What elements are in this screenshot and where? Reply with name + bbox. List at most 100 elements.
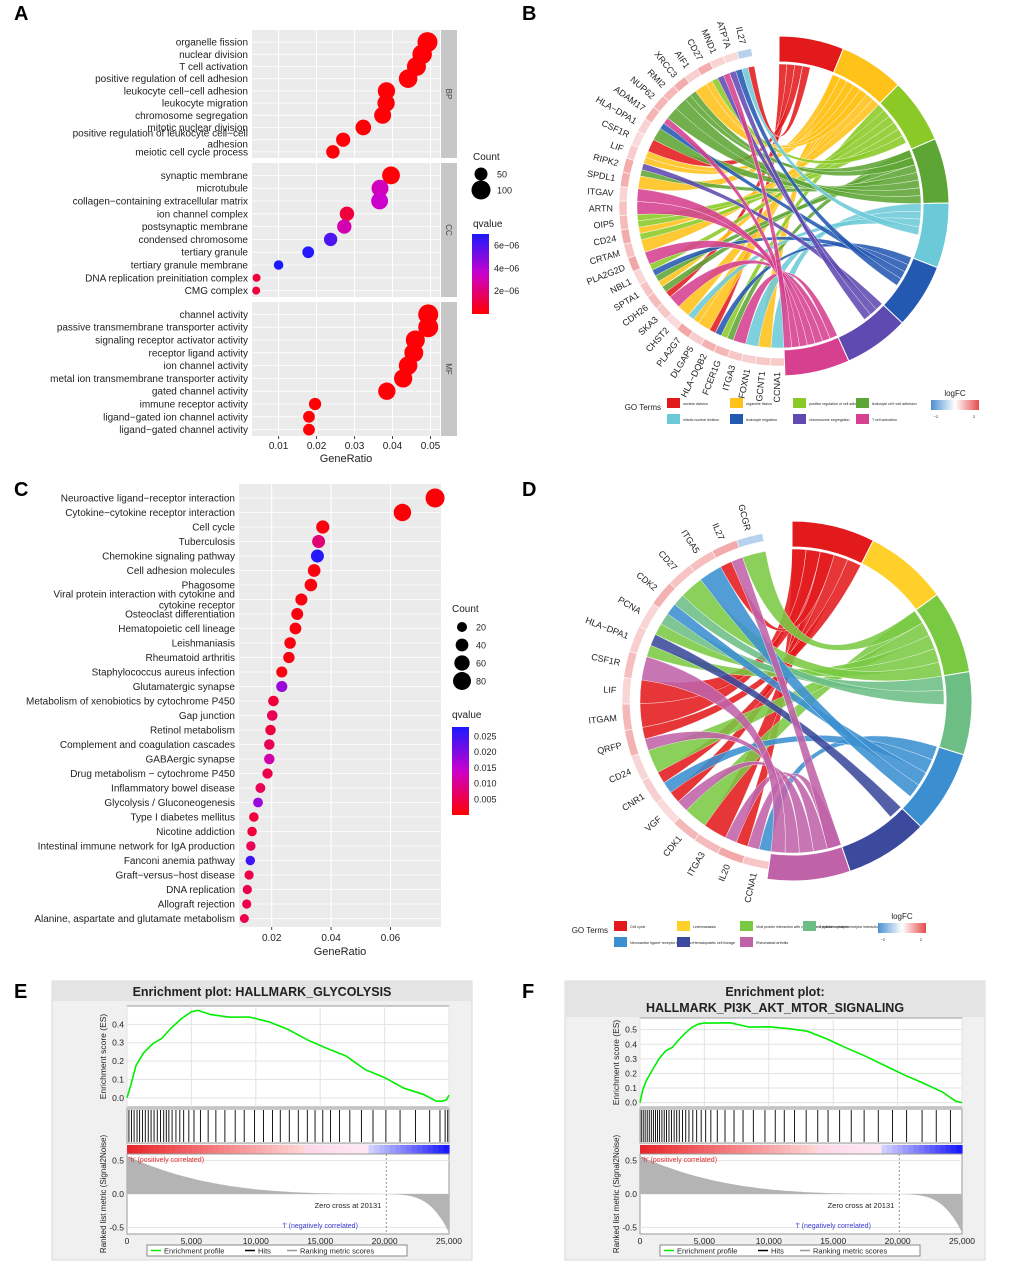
term-label: meiotic cell cycle process <box>135 147 248 158</box>
dot <box>246 841 256 851</box>
gene-arc <box>627 255 641 273</box>
size-legend-dot <box>471 180 491 200</box>
term-label: Tuberculosis <box>179 537 235 548</box>
rank-color-band <box>640 1145 646 1154</box>
gene-label: LIF <box>609 140 625 154</box>
rank-color-band <box>127 1145 133 1154</box>
term-arc <box>841 807 922 872</box>
dot <box>247 826 257 837</box>
size-legend-dot <box>454 655 470 671</box>
term-label: Graft−versus−host disease <box>115 871 235 882</box>
rank-color-band <box>763 1145 770 1154</box>
term-label: passive transmembrane transporter activi… <box>57 323 248 334</box>
gene-arc <box>630 753 650 782</box>
rank-color-band <box>218 1145 225 1154</box>
x-tick-label: 0.01 <box>269 441 289 452</box>
dot <box>291 608 304 620</box>
term-label: organelle fission <box>176 38 248 49</box>
gene-arc <box>629 626 647 655</box>
panel-label-d: D <box>522 479 536 501</box>
gene-label: IL20 <box>716 863 732 883</box>
rank-color-band <box>790 1145 797 1154</box>
gsea-legend-box <box>659 1244 921 1257</box>
y-tick-label: 0.1 <box>625 1083 637 1093</box>
color-legend-label: 4e−06 <box>494 263 519 273</box>
chord-ribbon <box>669 259 831 342</box>
legend-swatch <box>856 414 869 424</box>
rank-color-band <box>752 1145 759 1154</box>
logfc-title: logFC <box>891 912 913 921</box>
rank-color-band <box>945 1145 952 1154</box>
rank-color-band <box>416 1145 423 1154</box>
dot <box>312 535 326 548</box>
dot <box>265 724 276 736</box>
size-legend-dot <box>456 621 468 633</box>
size-legend-label: 100 <box>497 186 512 196</box>
dot <box>307 564 321 577</box>
rank-color-band <box>239 1145 246 1154</box>
dot <box>244 870 254 880</box>
rank-color-band <box>282 1145 289 1154</box>
gene-label: CDK1 <box>661 834 684 859</box>
legend-label: Cytokine−cytokine receptor interaction <box>819 925 880 929</box>
dot <box>264 739 275 750</box>
rank-color-band <box>843 1145 850 1154</box>
dot <box>289 622 302 635</box>
color-legend-label: 0.005 <box>474 794 497 804</box>
rank-color-band <box>175 1145 182 1154</box>
legend-swatch <box>793 414 806 424</box>
dot <box>339 206 355 222</box>
chord-ribbon <box>644 731 800 854</box>
plot-title: Enrichment plot: HALLMARK_GLYCOLYSIS <box>133 985 392 999</box>
term-label: CMG complex <box>185 286 248 297</box>
term-label: Cell adhesion molecules <box>127 566 235 577</box>
term-label: ligand−gated channel activity <box>119 425 248 436</box>
dot <box>252 273 261 282</box>
rank-color-band <box>892 1145 899 1154</box>
dot <box>303 410 315 423</box>
rank-color-band <box>827 1145 834 1154</box>
term-label: leukocyte cell−cell adhesion <box>124 86 248 97</box>
term-label: metal ion transmembrane transporter acti… <box>50 374 248 385</box>
legend-swatch <box>803 921 816 931</box>
gene-label: PCNA <box>616 595 643 616</box>
rank-color-band <box>779 1145 786 1154</box>
rank-color-band <box>180 1145 187 1154</box>
rank-color-band <box>395 1145 402 1154</box>
rank-color-band <box>400 1145 407 1154</box>
rank-color-band <box>951 1145 958 1154</box>
facet-label-bp: BP <box>444 89 453 100</box>
rank-color-band <box>207 1145 214 1154</box>
rank-color-band <box>913 1145 920 1154</box>
dot <box>242 884 252 895</box>
rank-color-band <box>774 1145 781 1154</box>
chord-ribbon <box>745 211 922 347</box>
zero-cross-label: Zero cross at 20131 <box>828 1201 895 1210</box>
x-tick-label: 15,000 <box>820 1236 846 1246</box>
legend-swatch <box>856 398 869 408</box>
y-tick-label: 0.5 <box>112 1156 124 1166</box>
term-label: GABAergic synapse <box>146 755 236 766</box>
dot <box>394 369 413 388</box>
term-label: immune receptor activity <box>140 400 248 411</box>
term-label: cytokine receptor <box>159 601 236 612</box>
legend-label: T cell activation <box>872 418 897 422</box>
dot <box>283 651 295 664</box>
rank-color-band <box>443 1145 450 1154</box>
rank-color-band <box>806 1145 813 1154</box>
dot <box>255 783 266 793</box>
rank-color-band <box>277 1145 284 1154</box>
color-legend-bar <box>472 234 489 314</box>
chord-ribbon <box>747 65 811 137</box>
rank-color-band <box>245 1145 252 1154</box>
x-tick-label: 0.05 <box>421 441 441 452</box>
y-tick-label: 0.5 <box>625 1025 637 1035</box>
rank-color-band <box>666 1145 673 1154</box>
color-legend-title: qvalue <box>452 710 482 721</box>
rank-color-band <box>169 1145 176 1154</box>
rank-color-band <box>645 1145 652 1154</box>
gene-arc <box>624 728 640 757</box>
rank-color-band <box>870 1145 877 1154</box>
term-label: Inflammatory bowel disease <box>111 784 235 795</box>
